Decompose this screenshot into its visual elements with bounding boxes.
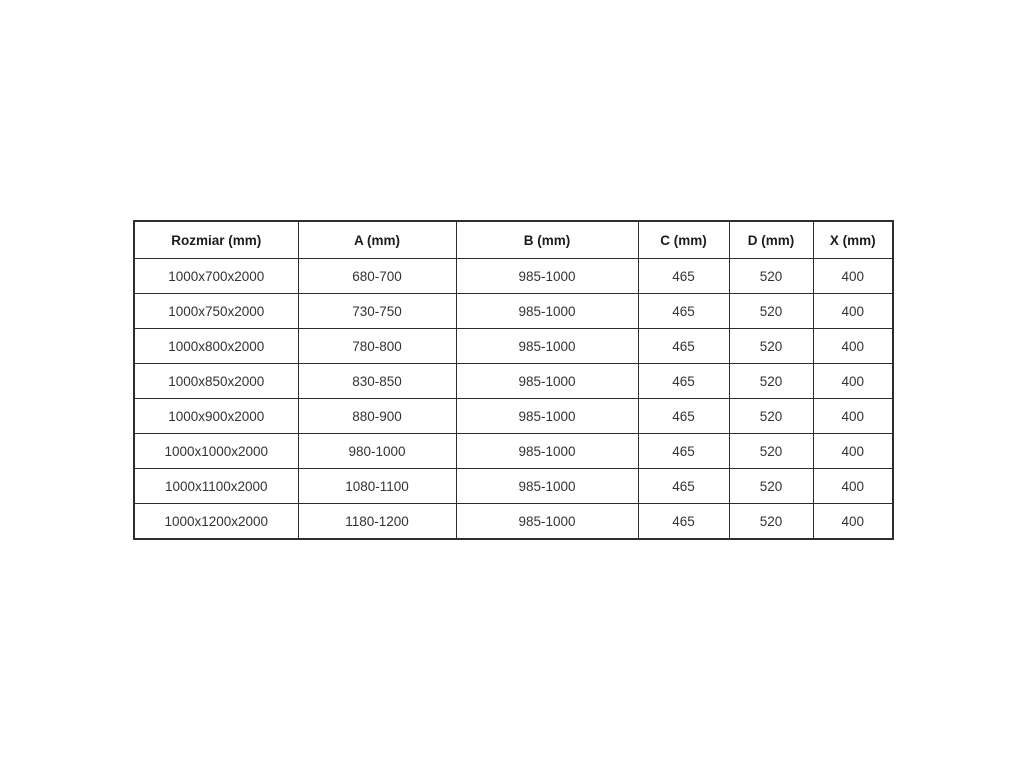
- column-header-a: A (mm): [297, 220, 457, 259]
- table-row: 1000x850x2000 830-850 985-1000 465 520 4…: [133, 363, 894, 399]
- cell-x: 400: [812, 468, 894, 504]
- cell-a: 730-750: [297, 293, 457, 329]
- cell-b: 985-1000: [455, 468, 639, 504]
- cell-rozmiar: 1000x850x2000: [133, 363, 299, 399]
- cell-x: 400: [812, 433, 894, 469]
- cell-d: 520: [728, 503, 814, 540]
- table-row: 1000x1200x2000 1180-1200 985-1000 465 52…: [133, 503, 894, 540]
- table-row: 1000x1000x2000 980-1000 985-1000 465 520…: [133, 433, 894, 469]
- dimension-spec-table: Rozmiar (mm) A (mm) B (mm) C (mm) D (mm)…: [133, 220, 894, 540]
- cell-c: 465: [637, 363, 730, 399]
- cell-b: 985-1000: [455, 293, 639, 329]
- cell-rozmiar: 1000x1200x2000: [133, 503, 299, 540]
- cell-a: 1180-1200: [297, 503, 457, 540]
- cell-d: 520: [728, 433, 814, 469]
- table-row: 1000x900x2000 880-900 985-1000 465 520 4…: [133, 398, 894, 434]
- cell-a: 880-900: [297, 398, 457, 434]
- cell-c: 465: [637, 468, 730, 504]
- cell-x: 400: [812, 258, 894, 294]
- cell-rozmiar: 1000x1000x2000: [133, 433, 299, 469]
- cell-c: 465: [637, 293, 730, 329]
- cell-d: 520: [728, 363, 814, 399]
- cell-c: 465: [637, 328, 730, 364]
- cell-a: 780-800: [297, 328, 457, 364]
- column-header-d: D (mm): [728, 220, 814, 259]
- cell-c: 465: [637, 258, 730, 294]
- cell-rozmiar: 1000x800x2000: [133, 328, 299, 364]
- cell-b: 985-1000: [455, 258, 639, 294]
- cell-a: 1080-1100: [297, 468, 457, 504]
- cell-x: 400: [812, 293, 894, 329]
- cell-rozmiar: 1000x900x2000: [133, 398, 299, 434]
- cell-rozmiar: 1000x1100x2000: [133, 468, 299, 504]
- cell-d: 520: [728, 468, 814, 504]
- cell-b: 985-1000: [455, 328, 639, 364]
- cell-d: 520: [728, 398, 814, 434]
- column-header-rozmiar: Rozmiar (mm): [133, 220, 299, 259]
- cell-x: 400: [812, 328, 894, 364]
- cell-b: 985-1000: [455, 398, 639, 434]
- column-header-c: C (mm): [637, 220, 730, 259]
- table-row: 1000x700x2000 680-700 985-1000 465 520 4…: [133, 258, 894, 294]
- cell-a: 680-700: [297, 258, 457, 294]
- cell-rozmiar: 1000x700x2000: [133, 258, 299, 294]
- cell-b: 985-1000: [455, 363, 639, 399]
- cell-c: 465: [637, 503, 730, 540]
- cell-d: 520: [728, 258, 814, 294]
- header-row: Rozmiar (mm) A (mm) B (mm) C (mm) D (mm)…: [133, 220, 894, 259]
- cell-c: 465: [637, 433, 730, 469]
- cell-b: 985-1000: [455, 503, 639, 540]
- cell-b: 985-1000: [455, 433, 639, 469]
- cell-x: 400: [812, 398, 894, 434]
- cell-a: 830-850: [297, 363, 457, 399]
- table-row: 1000x800x2000 780-800 985-1000 465 520 4…: [133, 328, 894, 364]
- cell-rozmiar: 1000x750x2000: [133, 293, 299, 329]
- cell-d: 520: [728, 328, 814, 364]
- cell-x: 400: [812, 363, 894, 399]
- table-row: 1000x1100x2000 1080-1100 985-1000 465 52…: [133, 468, 894, 504]
- cell-a: 980-1000: [297, 433, 457, 469]
- table-row: 1000x750x2000 730-750 985-1000 465 520 4…: [133, 293, 894, 329]
- column-header-x: X (mm): [812, 220, 894, 259]
- column-header-b: B (mm): [455, 220, 639, 259]
- cell-x: 400: [812, 503, 894, 540]
- cell-d: 520: [728, 293, 814, 329]
- cell-c: 465: [637, 398, 730, 434]
